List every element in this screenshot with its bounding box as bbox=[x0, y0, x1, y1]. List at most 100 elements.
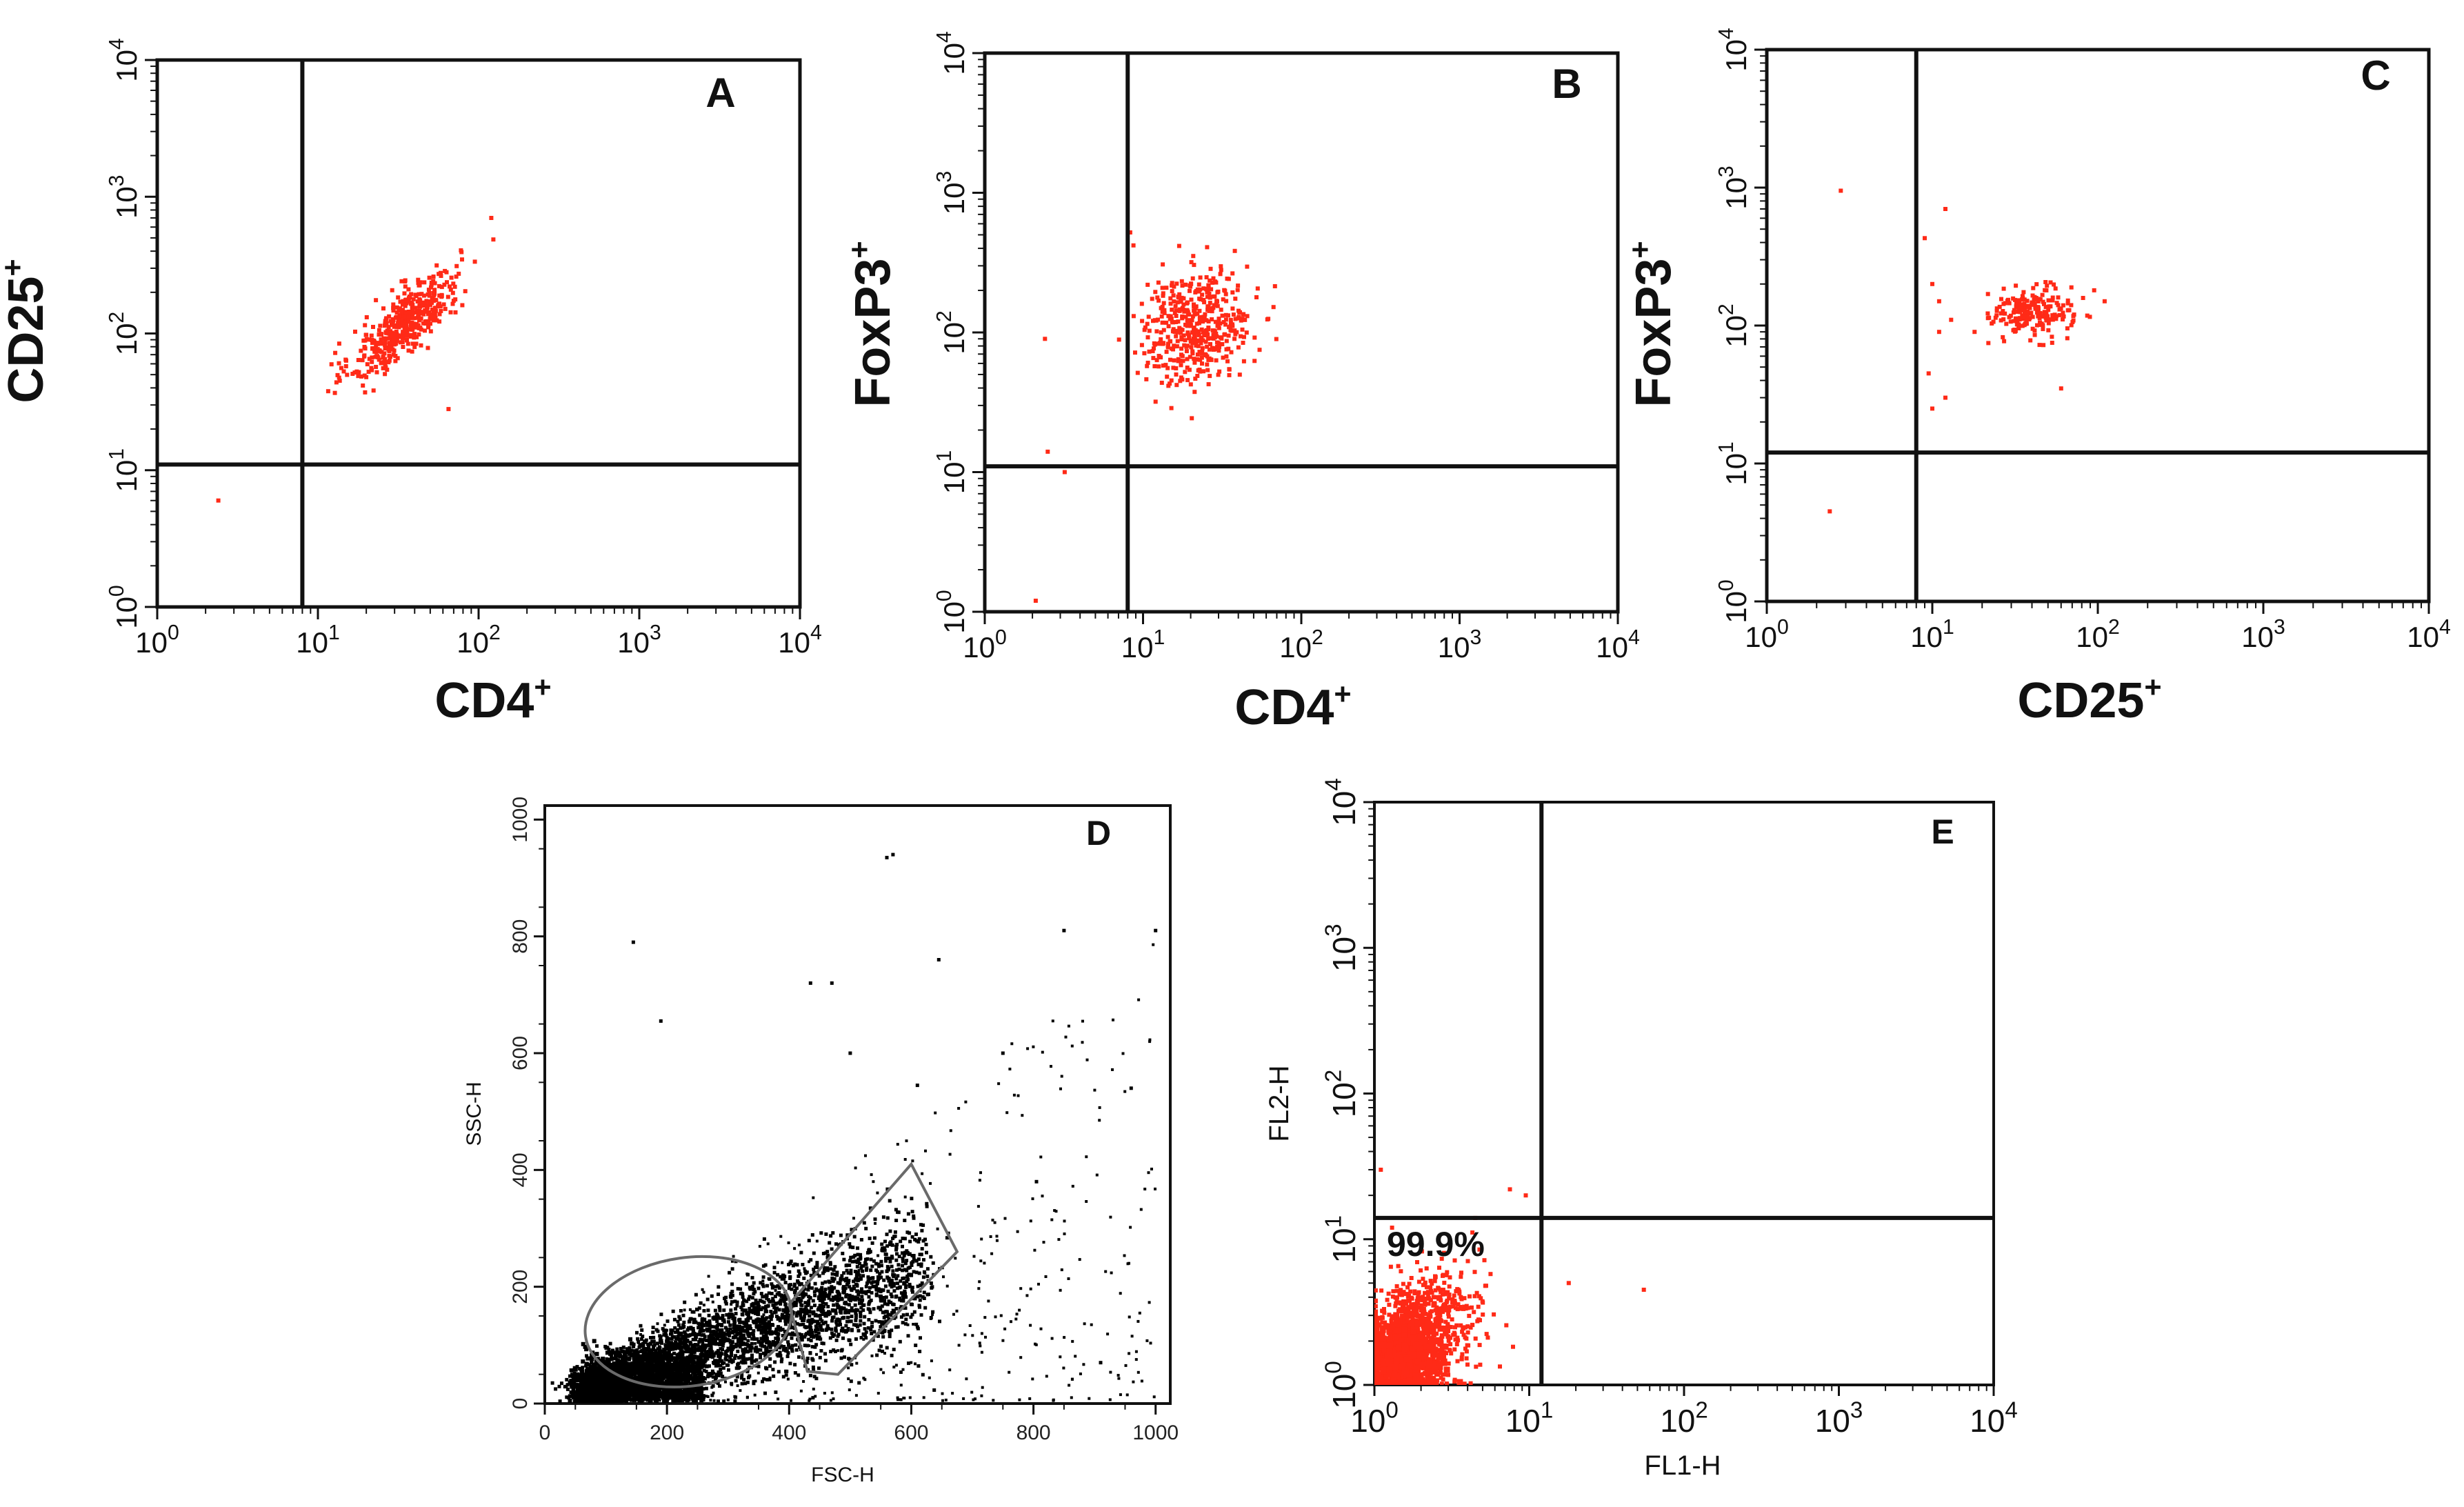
data-point bbox=[767, 1343, 771, 1347]
data-point bbox=[745, 1317, 750, 1321]
data-point bbox=[867, 1248, 871, 1252]
data-point bbox=[759, 1320, 763, 1324]
data-point bbox=[1174, 366, 1179, 370]
data-point bbox=[1178, 379, 1183, 383]
data-point bbox=[1243, 317, 1248, 322]
data-point bbox=[391, 302, 396, 307]
data-point bbox=[1210, 306, 1214, 311]
data-point bbox=[397, 312, 402, 317]
data-point bbox=[460, 257, 464, 262]
data-point bbox=[1215, 323, 1220, 328]
data-point bbox=[854, 1323, 859, 1327]
data-point bbox=[748, 1344, 752, 1348]
data-point bbox=[1192, 312, 1197, 317]
data-point bbox=[437, 293, 442, 298]
data-point bbox=[672, 1356, 676, 1360]
data-point bbox=[798, 1323, 802, 1327]
data-point bbox=[892, 1348, 896, 1352]
data-point bbox=[721, 1348, 724, 1352]
data-point bbox=[1224, 299, 1229, 303]
data-point bbox=[724, 1350, 728, 1354]
data-point bbox=[386, 331, 391, 336]
data-point bbox=[808, 1322, 812, 1326]
data-point bbox=[1200, 351, 1204, 356]
data-point bbox=[869, 1257, 873, 1261]
data-point bbox=[374, 350, 379, 355]
data-point bbox=[1187, 336, 1192, 341]
data-point bbox=[880, 1304, 884, 1308]
data-point bbox=[921, 1275, 925, 1279]
data-point bbox=[401, 314, 405, 319]
data-point bbox=[720, 1330, 724, 1335]
data-point bbox=[772, 1266, 777, 1270]
data-point bbox=[621, 1345, 625, 1349]
data-point bbox=[670, 1364, 674, 1368]
data-point bbox=[919, 1252, 923, 1257]
data-point bbox=[654, 1349, 658, 1353]
data-point bbox=[2028, 338, 2033, 343]
data-point bbox=[554, 1387, 558, 1391]
data-point bbox=[778, 1317, 782, 1321]
y-axis-label-text: FoxP3 bbox=[1626, 259, 1681, 408]
data-point bbox=[844, 1264, 848, 1268]
data-point bbox=[841, 1315, 845, 1319]
data-point bbox=[917, 1364, 921, 1368]
data-point bbox=[760, 1330, 764, 1334]
data-point bbox=[2004, 321, 2009, 326]
data-point bbox=[396, 321, 401, 326]
data-point bbox=[920, 1228, 924, 1232]
x-tick-label: 100 bbox=[1745, 616, 1789, 653]
data-point bbox=[761, 1379, 765, 1384]
data-point bbox=[763, 1335, 767, 1339]
data-point bbox=[667, 1344, 671, 1348]
data-point bbox=[377, 357, 381, 362]
data-point bbox=[652, 1339, 656, 1344]
data-point bbox=[677, 1323, 681, 1327]
data-point bbox=[1204, 275, 1209, 279]
data-point bbox=[640, 1328, 644, 1332]
data-point bbox=[821, 1293, 825, 1297]
data-point bbox=[834, 1242, 838, 1246]
data-point bbox=[786, 1351, 790, 1355]
data-point bbox=[1202, 300, 1207, 305]
data-point bbox=[1198, 357, 1203, 362]
data-point bbox=[1170, 289, 1174, 294]
data-point bbox=[2050, 317, 2055, 322]
data-point bbox=[910, 1273, 913, 1277]
data-point bbox=[360, 358, 365, 363]
data-point bbox=[1172, 358, 1176, 363]
data-point bbox=[339, 366, 343, 370]
data-point bbox=[888, 1199, 892, 1203]
data-point bbox=[686, 1346, 690, 1350]
data-point bbox=[760, 1342, 764, 1346]
data-point bbox=[812, 1310, 816, 1315]
data-point bbox=[892, 1310, 896, 1314]
data-point bbox=[489, 216, 494, 220]
data-point bbox=[912, 1216, 916, 1220]
data-point bbox=[871, 1285, 875, 1288]
data-point bbox=[1217, 369, 1222, 374]
data-point bbox=[843, 1279, 848, 1283]
y-tick-label: 0 bbox=[509, 1398, 532, 1410]
data-point bbox=[415, 299, 420, 304]
y-tick-exponent: 1 bbox=[1715, 441, 1738, 453]
data-point bbox=[898, 1298, 902, 1302]
y-tick-label: 104 bbox=[933, 31, 970, 75]
data-point bbox=[772, 1270, 777, 1275]
data-point bbox=[856, 1325, 860, 1329]
data-point bbox=[426, 320, 431, 325]
data-point bbox=[818, 1355, 822, 1359]
data-point bbox=[1181, 359, 1185, 363]
data-point bbox=[417, 283, 422, 288]
data-point bbox=[450, 301, 455, 306]
data-point bbox=[823, 1352, 827, 1356]
data-point bbox=[387, 343, 392, 348]
data-point bbox=[374, 298, 379, 303]
data-point bbox=[674, 1357, 679, 1361]
data-point bbox=[425, 346, 430, 350]
data-point bbox=[2014, 301, 2019, 306]
data-point bbox=[857, 1293, 861, 1297]
data-point bbox=[1175, 330, 1180, 335]
data-point bbox=[1936, 299, 1941, 303]
data-point bbox=[1211, 295, 1216, 299]
